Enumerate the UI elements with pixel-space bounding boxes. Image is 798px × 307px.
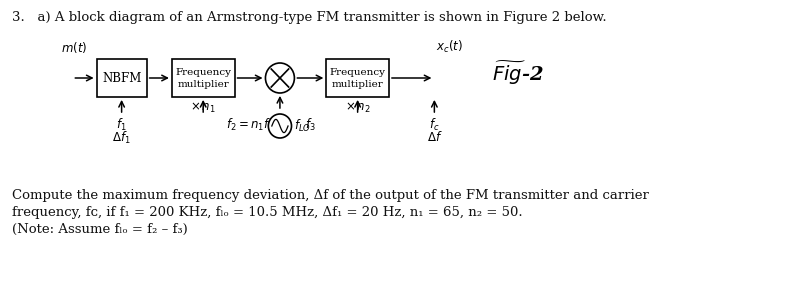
Text: $\times\,n_2$: $\times\,n_2$ bbox=[345, 101, 370, 115]
Circle shape bbox=[266, 63, 294, 93]
Text: $x_c(t)$: $x_c(t)$ bbox=[437, 39, 463, 55]
Text: Compute the maximum frequency deviation, Δf of the output of the FM transmitter : Compute the maximum frequency deviation,… bbox=[12, 189, 649, 202]
Text: Frequency: Frequency bbox=[176, 68, 231, 76]
Text: multiplier: multiplier bbox=[177, 80, 229, 88]
Text: (Note: Assume fₗₒ = f₂ – f₃): (Note: Assume fₗₒ = f₂ – f₃) bbox=[12, 223, 188, 236]
Text: $\times\,n_1$: $\times\,n_1$ bbox=[191, 101, 216, 115]
Text: $\Delta f$: $\Delta f$ bbox=[427, 130, 442, 144]
Text: $f_c$: $f_c$ bbox=[429, 117, 440, 133]
Text: multiplier: multiplier bbox=[332, 80, 384, 88]
FancyBboxPatch shape bbox=[97, 59, 147, 97]
Text: Frequency: Frequency bbox=[330, 68, 385, 76]
Text: $f_2 = n_1 f_1$: $f_2 = n_1 f_1$ bbox=[226, 117, 274, 133]
Text: NBFM: NBFM bbox=[102, 72, 141, 84]
Text: 3.   a) A block diagram of an Armstrong-type FM transmitter is shown in Figure 2: 3. a) A block diagram of an Armstrong-ty… bbox=[12, 11, 606, 24]
Text: $m(t)$: $m(t)$ bbox=[61, 40, 87, 55]
Text: $f_3$: $f_3$ bbox=[305, 117, 316, 133]
FancyBboxPatch shape bbox=[326, 59, 389, 97]
Text: frequency, fᴄ, if f₁ = 200 KHz, fₗₒ = 10.5 MHz, Δf₁ = 20 Hz, n₁ = 65, n₂ = 50.: frequency, fᴄ, if f₁ = 200 KHz, fₗₒ = 10… bbox=[12, 206, 522, 219]
Text: $\Delta f_1$: $\Delta f_1$ bbox=[113, 130, 131, 146]
Text: $\widetilde{Fig}$-2: $\widetilde{Fig}$-2 bbox=[492, 59, 544, 87]
FancyBboxPatch shape bbox=[172, 59, 235, 97]
Text: $f_{LO}$: $f_{LO}$ bbox=[294, 118, 311, 134]
Circle shape bbox=[268, 114, 291, 138]
Text: $f_1$: $f_1$ bbox=[117, 117, 127, 133]
